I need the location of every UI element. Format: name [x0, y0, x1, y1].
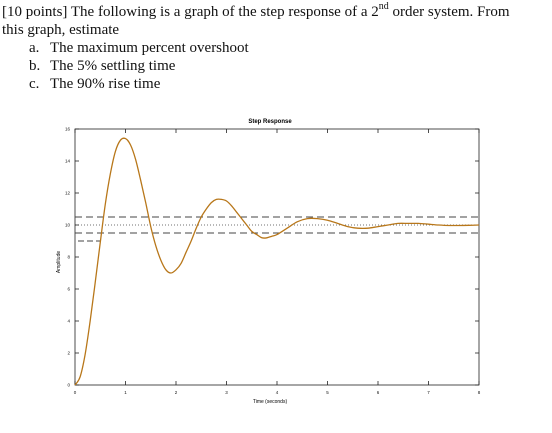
x-tick-label: 3 — [225, 390, 228, 395]
y-tick-label: 12 — [65, 191, 71, 196]
question-line-1: [10 points] The following is a graph of … — [2, 1, 550, 21]
x-tick-label: 4 — [276, 390, 279, 395]
x-tick-label: 1 — [124, 390, 127, 395]
y-tick-label: 8 — [67, 255, 70, 260]
item-letter: c. — [29, 76, 40, 92]
question-item-c: c. The 90% rise time — [2, 75, 550, 93]
question-item-b: b. The 5% settling time — [2, 57, 550, 75]
x-tick-label: 2 — [175, 390, 178, 395]
x-tick-label: 7 — [427, 390, 430, 395]
x-tick-label: 6 — [377, 390, 380, 395]
item-text: The maximum percent overshoot — [50, 40, 249, 56]
x-axis-label: Time (seconds) — [253, 399, 288, 405]
x-tick-label: 5 — [326, 390, 329, 395]
x-tick-label: 0 — [74, 390, 77, 395]
item-text: The 90% rise time — [50, 76, 161, 92]
question-items: a. The maximum percent overshoot b. The 5%… — [2, 39, 550, 93]
y-tick-label: 0 — [67, 383, 70, 388]
step-response-curve-0 — [74, 137, 480, 386]
question-text: [10 points] The following is a graph of … — [2, 1, 550, 93]
question-line-2: this graph, estimate — [2, 22, 120, 38]
chart-title: Step Response — [248, 119, 292, 125]
item-letter: a. — [29, 40, 40, 56]
item-letter: b. — [29, 58, 41, 74]
y-tick-label: 6 — [67, 287, 70, 292]
ordinal-superscript: nd — [378, 1, 389, 12]
item-text: The 5% settling time — [50, 58, 176, 74]
y-tick-label: 16 — [65, 127, 71, 132]
question-line-1-end: order system. From — [388, 4, 510, 20]
question-item-a: a. The maximum percent overshoot — [2, 39, 550, 57]
y-tick-label: 4 — [67, 319, 70, 324]
y-tick-label: 10 — [65, 223, 71, 228]
x-tick-label: 8 — [478, 390, 481, 395]
y-tick-label: 14 — [65, 159, 71, 164]
y-axis-label: Amplitude — [56, 251, 62, 273]
plot-frame — [74, 128, 480, 386]
y-tick-label: 2 — [67, 351, 70, 356]
question-line-1-text: [10 points] The following is a graph of … — [2, 4, 379, 20]
